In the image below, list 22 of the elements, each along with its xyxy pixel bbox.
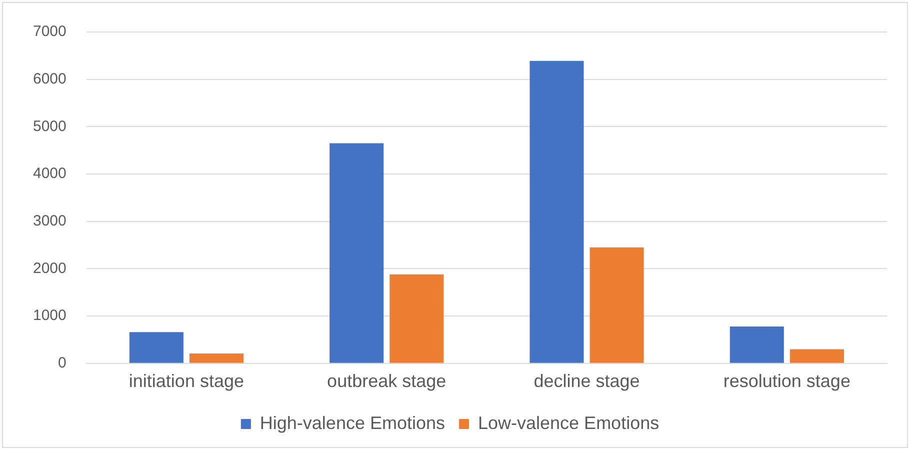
y-tick-label: 6000 — [32, 70, 66, 88]
y-tick-label: 4000 — [32, 165, 66, 182]
x-tick-label: initiation stage — [128, 371, 244, 392]
bar — [530, 60, 584, 363]
bar — [330, 143, 384, 363]
x-tick-label: resolution stage — [723, 371, 850, 392]
x-tick-label: decline stage — [534, 371, 640, 392]
y-tick-label: 5000 — [32, 118, 66, 135]
bar — [189, 353, 244, 363]
bar — [390, 274, 444, 363]
legend-label: Low-valence Emotions — [478, 412, 660, 433]
y-tick-label: 1000 — [32, 307, 66, 324]
x-tick-label: outbreak stage — [327, 371, 446, 392]
y-tick-label: 2000 — [32, 260, 66, 277]
bar — [129, 332, 184, 363]
legend-label: High-valence Emotions — [260, 412, 446, 433]
bar — [730, 326, 784, 363]
y-tick-label: 0 — [58, 354, 66, 372]
bar — [590, 247, 644, 363]
y-tick-label: 3000 — [32, 212, 66, 230]
bar — [790, 349, 844, 363]
y-tick-label: 7000 — [32, 23, 66, 40]
